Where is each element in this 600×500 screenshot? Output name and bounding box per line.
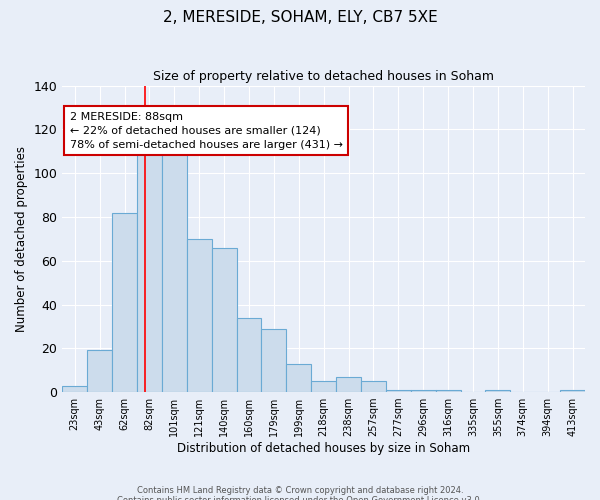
Bar <box>112 212 137 392</box>
Bar <box>212 248 236 392</box>
Bar <box>286 364 311 392</box>
Bar <box>187 239 212 392</box>
Text: Contains HM Land Registry data © Crown copyright and database right 2024.: Contains HM Land Registry data © Crown c… <box>137 486 463 495</box>
Bar <box>236 318 262 392</box>
Bar <box>262 328 286 392</box>
Bar <box>411 390 436 392</box>
X-axis label: Distribution of detached houses by size in Soham: Distribution of detached houses by size … <box>177 442 470 455</box>
Text: 2, MERESIDE, SOHAM, ELY, CB7 5XE: 2, MERESIDE, SOHAM, ELY, CB7 5XE <box>163 10 437 25</box>
Bar <box>311 381 336 392</box>
Y-axis label: Number of detached properties: Number of detached properties <box>15 146 28 332</box>
Bar <box>137 151 162 392</box>
Bar <box>361 381 386 392</box>
Bar <box>162 142 187 392</box>
Bar <box>485 390 511 392</box>
Bar <box>560 390 585 392</box>
Bar <box>87 350 112 392</box>
Title: Size of property relative to detached houses in Soham: Size of property relative to detached ho… <box>153 70 494 83</box>
Bar <box>386 390 411 392</box>
Bar <box>336 377 361 392</box>
Text: 2 MERESIDE: 88sqm
← 22% of detached houses are smaller (124)
78% of semi-detache: 2 MERESIDE: 88sqm ← 22% of detached hous… <box>70 112 343 150</box>
Bar <box>436 390 461 392</box>
Bar <box>62 386 87 392</box>
Text: Contains public sector information licensed under the Open Government Licence v3: Contains public sector information licen… <box>118 496 482 500</box>
